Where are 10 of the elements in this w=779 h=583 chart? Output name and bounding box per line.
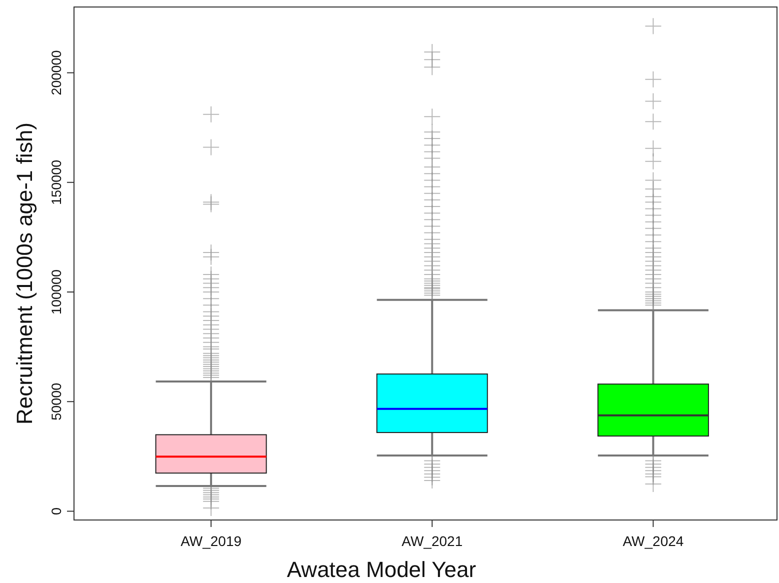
x-tick-label: AW_2024 [622,533,684,549]
x-tick-label: AW_2021 [402,533,463,549]
y-tick-label: 150000 [49,160,64,205]
y-tick-label: 200000 [49,50,64,96]
y-tick-label: 0 [49,507,64,515]
y-axis-title: Recruitment (1000s age-1 fish) [12,122,37,425]
y-tick-label: 50000 [49,382,64,420]
x-axis-title: Awatea Model Year [286,557,476,582]
x-tick-label: AW_2019 [180,533,242,549]
y-tick-label: 100000 [49,269,64,315]
